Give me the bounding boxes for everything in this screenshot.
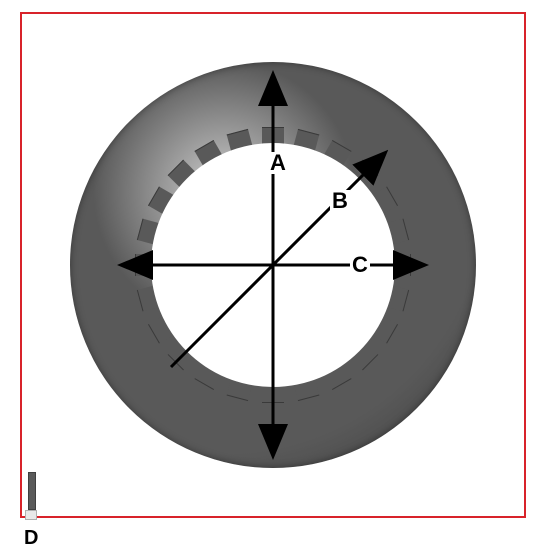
dimension-label-d: D [22, 528, 40, 548]
dimension-label-b: B [330, 190, 350, 212]
thickness-indicator [28, 472, 37, 520]
dimension-label-a: A [268, 152, 288, 174]
thickness-bar [28, 472, 36, 510]
thickness-cap [25, 510, 37, 520]
dimension-label-c: C [350, 254, 370, 276]
